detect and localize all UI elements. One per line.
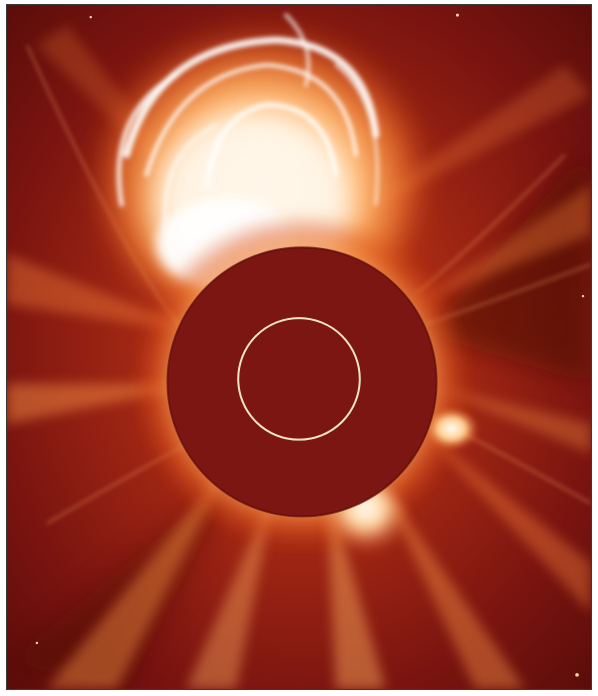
background-stars <box>35 13 585 677</box>
coronagraph-svg <box>7 5 591 689</box>
occulting-disk-edge <box>166 246 438 518</box>
occulting-disk <box>167 247 437 517</box>
solar-disk-outline <box>237 317 361 441</box>
coronagraph-image <box>6 4 592 690</box>
cme-filaments <box>116 13 380 236</box>
right-bright-patch <box>423 406 480 451</box>
